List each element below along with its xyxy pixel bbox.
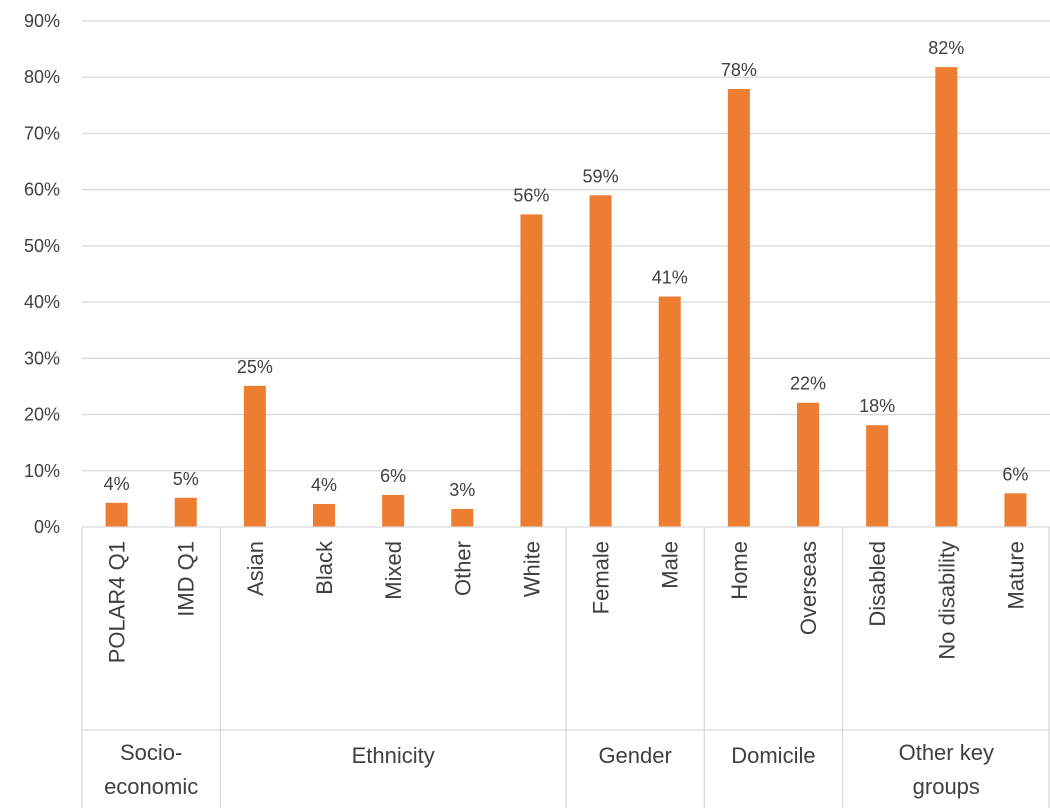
bar: [866, 425, 889, 527]
category-label: Mature: [1003, 541, 1028, 609]
bar: [520, 214, 543, 527]
data-label: 18%: [859, 396, 895, 416]
group-label: economic: [104, 774, 198, 799]
y-tick-label: 80%: [24, 67, 60, 87]
x-axis: POLAR4 Q1 IMD Q1 Asian Black Mixed Other White…: [81, 526, 1050, 808]
y-tick-label: 70%: [24, 123, 60, 143]
data-label: 6%: [380, 466, 406, 486]
data-label: 25%: [237, 357, 273, 377]
data-label: 5%: [173, 469, 199, 489]
data-labels: 4% 5% 25% 4% 6% 3% 56% 59% 41% 78% 22% 18% 82% 6%: [104, 38, 1029, 500]
group-label: groups: [913, 774, 980, 799]
bar: [658, 296, 681, 527]
y-axis-ticks: 0% 10% 20% 30% 40% 50% 60% 70% 80% 90%: [24, 11, 60, 537]
category-label: No disability: [934, 541, 959, 660]
y-tick-label: 40%: [24, 292, 60, 312]
bar: [382, 494, 405, 527]
bar: [174, 497, 197, 527]
bar: [313, 503, 335, 527]
bar: [589, 195, 612, 528]
data-label: 3%: [449, 480, 475, 500]
category-label: White: [519, 541, 544, 597]
data-label: 59%: [583, 166, 619, 186]
data-label: 78%: [721, 60, 757, 80]
bar: [797, 402, 819, 527]
category-label: POLAR4 Q1: [105, 541, 130, 663]
group-label: Socio-: [120, 740, 182, 765]
category-label: Male: [658, 541, 683, 589]
data-label: 6%: [1002, 464, 1028, 484]
group-label: Other key: [899, 740, 994, 765]
category-label: IMD Q1: [174, 541, 199, 617]
data-label: 22%: [790, 374, 826, 394]
bar: [451, 509, 474, 527]
data-label: 4%: [311, 475, 337, 495]
gridlines: [82, 20, 1050, 472]
bar: [243, 385, 266, 527]
group-label: Domicile: [731, 743, 815, 768]
y-tick-label: 30%: [24, 348, 60, 368]
category-label: Overseas: [796, 541, 821, 635]
category-label: Home: [727, 541, 752, 600]
bar: [1004, 493, 1027, 527]
category-label: Other: [450, 541, 475, 596]
category-label: Female: [589, 541, 614, 614]
data-label: 56%: [513, 185, 549, 205]
y-tick-label: 50%: [24, 236, 60, 256]
category-label: Asian: [243, 541, 268, 596]
category-label: Disabled: [865, 541, 890, 627]
category-label: Mixed: [381, 541, 406, 600]
y-tick-label: 60%: [24, 180, 60, 200]
data-label: 82%: [928, 38, 964, 58]
y-tick-label: 10%: [24, 461, 60, 481]
y-tick-label: 0%: [34, 517, 60, 537]
bars: [105, 67, 1027, 528]
category-label: Black: [312, 540, 337, 595]
bar: [935, 67, 958, 527]
y-tick-label: 90%: [24, 11, 60, 31]
bar: [727, 89, 750, 527]
group-label: Gender: [598, 743, 671, 768]
y-tick-label: 20%: [24, 405, 60, 425]
data-label: 41%: [652, 267, 688, 287]
bar: [105, 502, 128, 527]
group-label: Ethnicity: [352, 743, 435, 768]
data-label: 4%: [104, 474, 130, 494]
